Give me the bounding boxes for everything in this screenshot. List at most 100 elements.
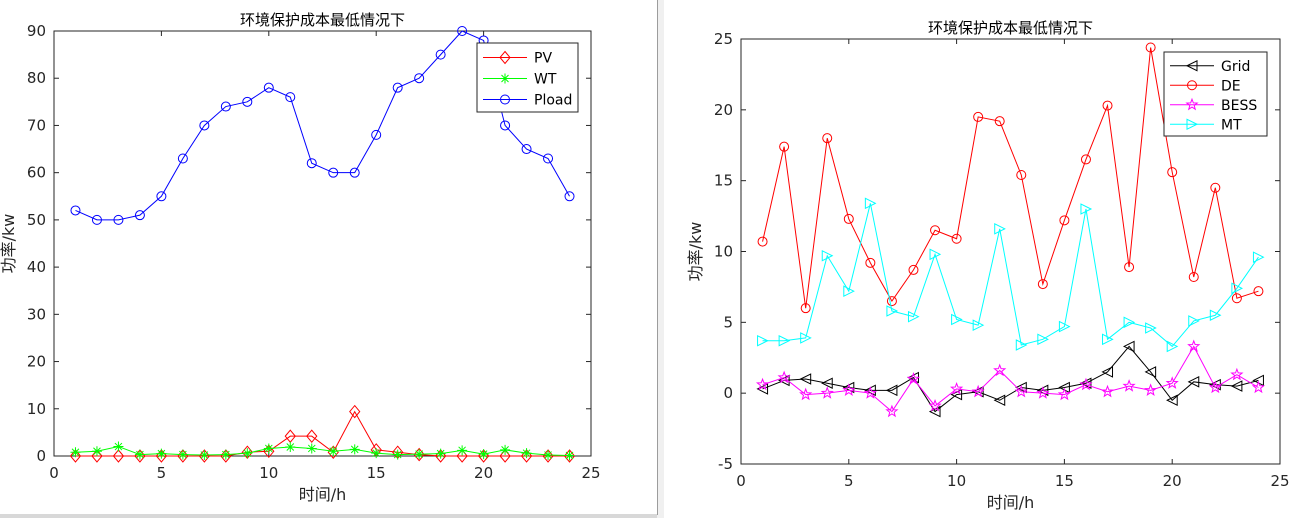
data-point-pload: [543, 153, 554, 164]
data-point-pload: [414, 73, 425, 84]
data-point-de: [1231, 293, 1242, 304]
data-point-pload: [199, 120, 210, 131]
data-point-de: [1188, 272, 1199, 282]
data-point-de: [1167, 167, 1178, 178]
data-point-pload: [91, 214, 102, 225]
data-point-mt: [1231, 282, 1243, 295]
data-point-mt: [1188, 315, 1200, 327]
data-point-mt: [1209, 309, 1222, 322]
data-point-grid: [1166, 394, 1178, 407]
data-point-wt: [91, 446, 102, 457]
data-point-pv: [563, 449, 576, 463]
data-point-grid: [993, 394, 1006, 407]
data-point-wt: [500, 444, 511, 455]
data-point-de: [1124, 262, 1135, 273]
data-point-bess: [1122, 379, 1136, 392]
data-point-bess: [863, 386, 877, 399]
left-figure-window: 0 5 10 15 20 25 0 10 20 30 40 50 60 70 80 90 环境保护成本最低情况下…: [0, 0, 658, 515]
data-point-wt: [263, 443, 274, 454]
y-tick-label: 20: [27, 353, 46, 371]
data-point-wt: [414, 449, 425, 460]
data-point-pv: [198, 449, 211, 463]
data-point-mt: [864, 197, 877, 210]
y-axis-label: 功率/kw: [0, 214, 18, 274]
data-point-bess: [1251, 380, 1266, 394]
data-point-pload: [500, 120, 511, 131]
data-point-de: [1253, 286, 1264, 297]
series-line-bess: [762, 345, 1259, 413]
x-tick-label: 5: [844, 472, 854, 490]
data-point-pv: [349, 404, 361, 419]
data-point-pload: [285, 92, 296, 103]
data-point-wt: [220, 449, 231, 460]
right-figure-window: 0 5 10 15 20 25 -5 0 5 10 15 20 25 环境保护成本最低情况下 时间/h 功率/…: [664, 0, 1312, 518]
y-tick-label: 15: [714, 172, 733, 190]
data-point-mt: [1080, 203, 1093, 215]
data-point-pv: [69, 449, 82, 463]
data-point-mt: [907, 310, 920, 323]
data-point-de: [908, 264, 919, 275]
x-tick-label: 20: [1163, 472, 1182, 490]
legend-marker-bess: [1185, 97, 1199, 111]
data-point-bess: [971, 384, 985, 398]
data-point-pload: [134, 210, 145, 221]
data-point-de: [1080, 154, 1091, 165]
data-point-de: [779, 141, 790, 152]
data-point-wt: [70, 447, 81, 458]
data-point-grid: [799, 373, 812, 385]
data-point-pload: [371, 129, 382, 140]
data-point-de: [822, 133, 833, 144]
data-point-wt: [242, 448, 253, 459]
data-point-de: [886, 296, 897, 307]
data-point-bess: [1165, 376, 1179, 389]
data-point-pload: [242, 96, 253, 107]
data-point-mt: [843, 285, 855, 297]
data-point-mt: [972, 319, 985, 331]
data-point-wt: [457, 445, 468, 456]
data-point-pload: [521, 144, 532, 155]
data-point-mt: [994, 223, 1006, 235]
data-point-pv: [542, 449, 554, 463]
y-tick-label: 30: [27, 305, 46, 323]
data-point-pload: [263, 82, 274, 93]
y-tick-label: -5: [718, 455, 733, 473]
y-tick-label: 50: [27, 211, 46, 229]
data-point-mt: [929, 248, 942, 261]
data-point-bess: [906, 372, 921, 385]
data-point-bess: [1144, 383, 1158, 396]
y-tick-label: 40: [27, 258, 46, 276]
data-point-de: [1145, 42, 1156, 53]
data-point-pload: [392, 82, 403, 93]
data-point-grid: [1122, 340, 1135, 353]
data-point-de: [994, 116, 1005, 127]
y-tick-label: 10: [714, 243, 733, 261]
data-point-de: [1102, 100, 1113, 111]
data-point-grid: [1230, 380, 1243, 392]
data-point-mt: [1015, 339, 1028, 351]
x-tick-label: 0: [736, 472, 746, 490]
data-point-bess: [1187, 339, 1201, 353]
data-point-pload: [177, 153, 188, 164]
data-point-pv: [499, 449, 511, 463]
data-point-bess: [993, 363, 1007, 377]
data-point-mt: [1123, 316, 1136, 329]
data-point-mt: [1166, 340, 1179, 353]
y-tick-label: 0: [723, 384, 733, 402]
data-point-pload: [156, 191, 167, 202]
data-point-bess: [1014, 384, 1028, 398]
y-tick-label: 70: [27, 116, 46, 134]
legend-marker-pv: [499, 50, 511, 65]
data-point-de: [1210, 182, 1221, 193]
x-tick-label: 20: [474, 464, 493, 482]
data-point-wt: [349, 444, 360, 455]
data-point-grid: [1144, 366, 1157, 378]
data-point-mt: [778, 334, 791, 347]
legend-label-de: DE: [1221, 78, 1241, 94]
data-point-bess: [799, 387, 813, 401]
x-tick-label: 15: [1055, 472, 1074, 490]
data-point-grid: [928, 405, 941, 418]
data-point-pload: [457, 26, 468, 36]
legend-marker-de: [1187, 80, 1197, 91]
left-chart: 0 5 10 15 20 25 0 10 20 30 40 50 60 70 80 90 环境保护成本最低情况下…: [0, 11, 601, 504]
data-point-bess: [928, 398, 942, 412]
